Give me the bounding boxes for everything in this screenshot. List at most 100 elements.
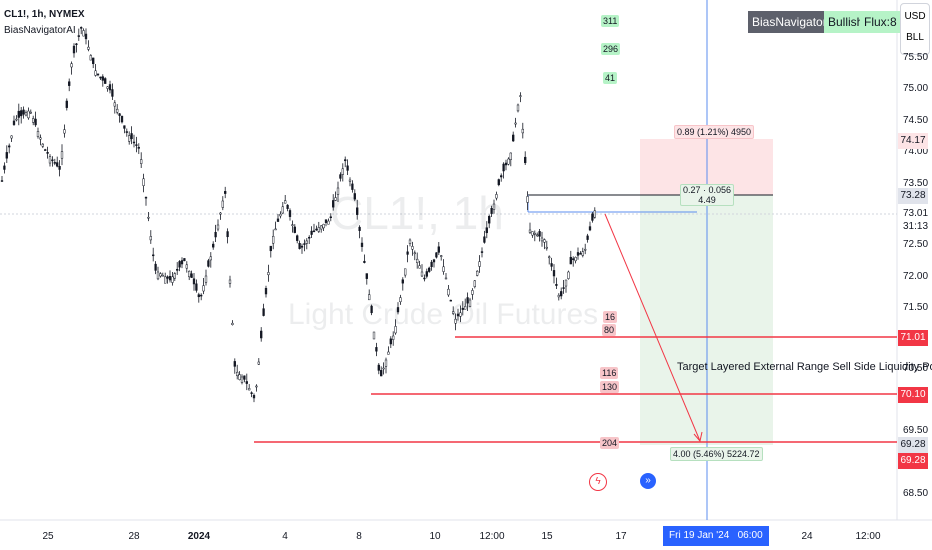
candle-body — [500, 175, 503, 178]
candle-body — [497, 179, 500, 186]
candle-body — [252, 395, 256, 399]
candle-body — [125, 131, 128, 133]
candle-body — [156, 271, 160, 280]
counter-badge: 16 — [603, 311, 618, 323]
candle-body — [46, 151, 49, 154]
candle-body — [416, 258, 419, 263]
candle-body — [53, 162, 56, 164]
candle-body — [245, 381, 248, 384]
candle-body — [274, 228, 277, 231]
liquidity-annotation[interactable]: Target Layered External Range Sell Side … — [677, 361, 932, 373]
candle-body — [507, 158, 510, 165]
candle-body — [279, 213, 282, 217]
candle-body — [495, 194, 498, 199]
candle-body — [180, 260, 184, 265]
candle-body — [351, 183, 354, 190]
candle-body — [461, 307, 464, 310]
candle-body — [540, 237, 544, 242]
unit-selector[interactable]: USD BLL — [900, 3, 930, 55]
candle-body — [267, 272, 270, 276]
candle-body — [303, 243, 306, 245]
candle-body — [48, 156, 52, 164]
candle-body — [214, 231, 217, 238]
x-tick: 10 — [429, 531, 441, 542]
candle-body — [51, 159, 54, 162]
target-stats-label: 0.89 (1.21%) 4950 — [674, 125, 755, 139]
candle-body — [36, 131, 40, 137]
candle-body — [408, 239, 412, 244]
candle-body — [255, 385, 258, 388]
bias-value: Bullish — [824, 11, 868, 33]
candle-body — [380, 370, 383, 377]
candle-body — [473, 280, 476, 287]
candle-body — [531, 231, 534, 236]
candle-body — [348, 179, 352, 182]
candle-body — [286, 204, 289, 209]
candle-body — [375, 347, 378, 352]
candle-body — [82, 30, 85, 37]
candle-body — [394, 326, 397, 334]
candle-body — [257, 361, 260, 365]
candle-body — [502, 163, 505, 172]
candle-body — [548, 256, 551, 259]
candle-body — [56, 162, 59, 167]
candle-body — [418, 265, 421, 269]
candle-body — [593, 210, 596, 218]
symbol-title[interactable]: CL1!, 1h, NYMEX — [4, 9, 85, 20]
candle-body — [236, 371, 239, 377]
candle-body — [449, 299, 452, 302]
candle-body — [17, 110, 20, 118]
candle-body — [262, 308, 265, 316]
candle-body — [324, 219, 328, 223]
candle-body — [584, 248, 587, 251]
candle-body — [368, 294, 371, 301]
projection-arrow[interactable] — [604, 213, 701, 442]
candle-body — [430, 261, 433, 268]
indicator-title[interactable]: BiasNavigatorAI — [4, 25, 76, 36]
candle-body — [264, 287, 268, 295]
x-tick: 24 — [801, 531, 813, 542]
candle-body — [560, 291, 563, 297]
candle-body — [92, 57, 95, 65]
candle-body — [70, 63, 73, 68]
candle-body — [250, 392, 253, 394]
candle-body — [32, 118, 35, 123]
candlestick-series — [0, 26, 596, 403]
candle-body — [329, 216, 332, 219]
candle-body — [322, 224, 325, 229]
candle-body — [404, 268, 407, 276]
y-tick: 72.00 — [903, 271, 929, 282]
lightning-icon[interactable]: ϟ — [589, 473, 607, 491]
candle-body — [521, 128, 524, 134]
candle-body — [519, 95, 522, 97]
y-tick: 71.50 — [903, 302, 929, 313]
candle-body — [564, 279, 568, 287]
candle-body — [401, 279, 404, 284]
x-tick: 15 — [541, 531, 553, 542]
entry-stats-line2: 4.49 — [698, 195, 716, 205]
candle-body — [65, 100, 68, 108]
candle-body — [224, 191, 227, 194]
watermark-ticker: CL1!, 1h — [330, 187, 504, 239]
candle-body — [291, 224, 294, 226]
entry-stats-label: 0.27 · 0.056 4.49 — [680, 184, 735, 206]
candle-body — [192, 278, 196, 285]
forward-icon[interactable]: » — [640, 473, 656, 489]
candle-body — [240, 376, 244, 383]
candle-body — [389, 338, 392, 345]
candle-body — [269, 245, 272, 252]
candle-body — [315, 228, 318, 231]
candle-body — [152, 254, 155, 257]
candle-body — [75, 43, 78, 46]
candle-body — [41, 143, 44, 147]
candle-body — [305, 240, 308, 244]
y-tick: 75.50 — [903, 52, 929, 63]
candle-body — [171, 276, 174, 283]
candle-body — [147, 216, 150, 219]
candle-body — [504, 162, 508, 166]
candle-body — [89, 55, 92, 61]
candle-body — [276, 218, 280, 222]
candle-body — [104, 78, 107, 84]
candle-body — [476, 270, 479, 276]
